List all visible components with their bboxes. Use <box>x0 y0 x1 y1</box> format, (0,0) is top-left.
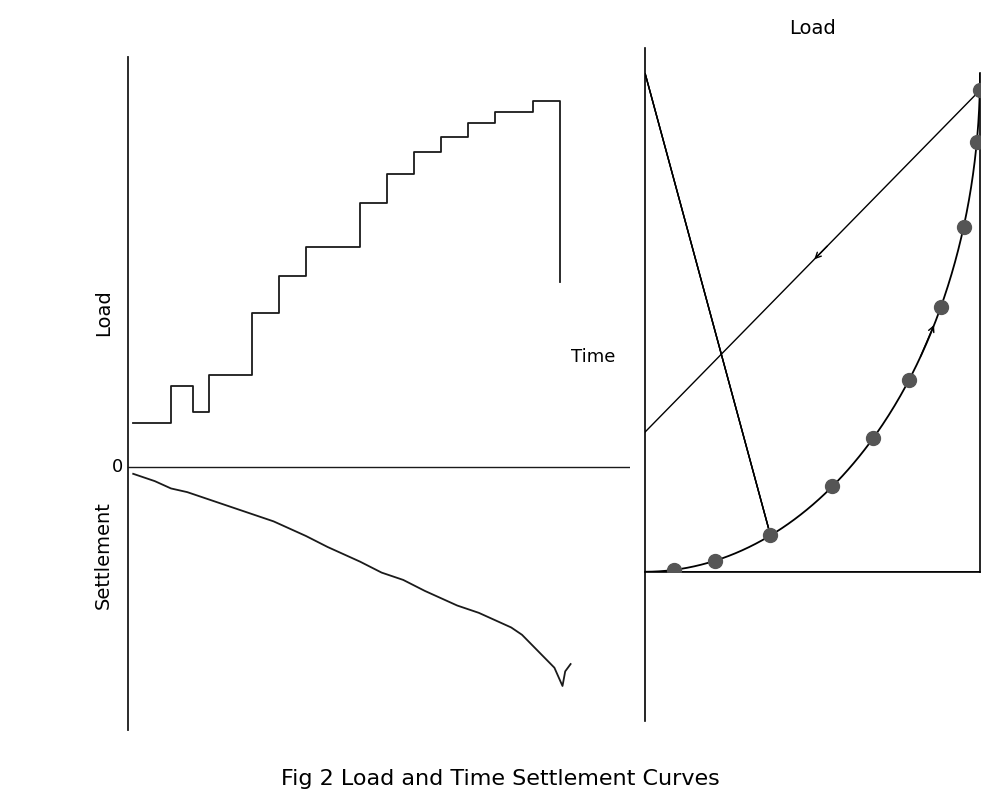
Text: Settlement: Settlement <box>94 501 113 609</box>
Text: Load: Load <box>94 290 113 336</box>
Text: Load: Load <box>789 19 836 38</box>
Point <box>933 301 949 314</box>
Point <box>707 555 723 568</box>
Point <box>865 431 881 444</box>
Point <box>762 529 778 542</box>
Point <box>969 136 985 149</box>
Point <box>901 374 917 387</box>
Point <box>824 480 840 493</box>
Text: Time: Time <box>571 349 615 367</box>
Point <box>956 221 972 234</box>
Point <box>972 84 988 97</box>
Text: 0: 0 <box>112 457 123 475</box>
Point <box>666 564 682 577</box>
Text: Fig 2 Load and Time Settlement Curves: Fig 2 Load and Time Settlement Curves <box>281 769 719 788</box>
